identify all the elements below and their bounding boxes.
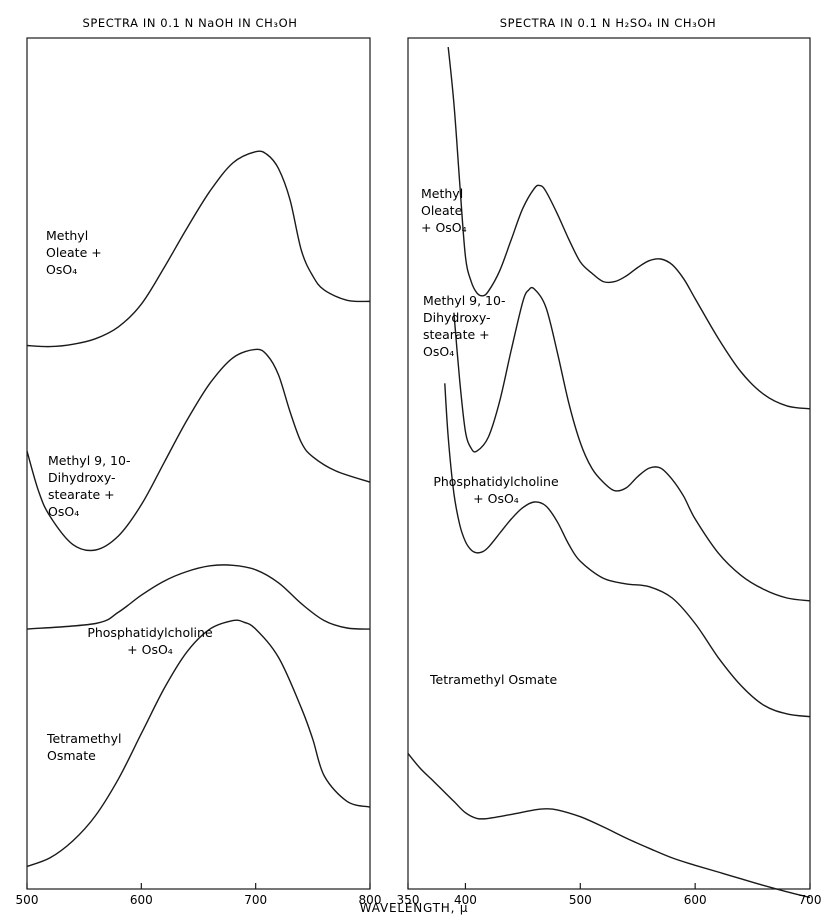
right-panel: SPECTRA IN 0.1 N H₂SO₄ IN CH₃OH Methyl Ol… [397, 16, 822, 907]
right-panel-frame [407, 37, 811, 890]
right-x-tick-label: 500 [569, 893, 592, 907]
curve-label-line: + OsO₄ [127, 642, 173, 657]
curve-label-line: Oleate [421, 203, 463, 218]
left-panel: SPECTRA IN 0.1 N NaOH IN CH₃OH Methyl Ole… [16, 16, 382, 907]
curve-label-line: Methyl [46, 228, 88, 243]
curve-label-line: OsO₄ [423, 344, 454, 359]
left-x-tick-label: 500 [16, 893, 39, 907]
left-curves [26, 150, 371, 868]
curve-label-line: OsO₄ [46, 262, 77, 277]
curve-label-line: stearate + [48, 487, 115, 502]
right-curve-3 [444, 383, 811, 718]
right-x-tick-label: 400 [454, 893, 477, 907]
left-panel-frame [26, 37, 371, 890]
right-curve-4 [407, 752, 811, 899]
left-x-tick-label: 700 [244, 893, 267, 907]
curve-label-line: Methyl 9, 10- [48, 453, 130, 468]
left-x-ticks: 500 600 700 800 [16, 883, 382, 907]
right-curves [407, 47, 811, 899]
curve-label-line: + OsO₄ [473, 491, 519, 506]
left-curve-1 [26, 150, 371, 348]
right-curve-labels: Methyl Oleate + OsO₄ Methyl 9, 10- Dihydroxy… [421, 186, 559, 687]
left-curve-1-label: Methyl Oleate + OsO₄ [46, 228, 102, 277]
left-panel-title: SPECTRA IN 0.1 N NaOH IN CH₃OH [82, 16, 297, 30]
right-x-tick-label: 700 [799, 893, 822, 907]
curve-label-line: + OsO₄ [421, 220, 467, 235]
left-curve-4-label: Tetramethyl Osmate [46, 731, 121, 763]
right-x-ticks: 350 400 500 600 700 [397, 883, 822, 907]
curve-label-line: stearate + [423, 327, 490, 342]
right-x-tick-label: 350 [397, 893, 420, 907]
right-curve-2-label: Methyl 9, 10- Dihydroxy-stearate + OsO₄ [423, 293, 505, 359]
left-curve-labels: Methyl Oleate + OsO₄ Methyl 9, 10- Dihydroxy… [46, 228, 213, 763]
curve-label-line: Phosphatidylcholine [433, 474, 559, 489]
left-curve-3-label: Phosphatidylcholine + OsO₄ [87, 625, 213, 657]
left-curve-3 [26, 564, 371, 630]
right-x-tick-label: 600 [684, 893, 707, 907]
right-curve-1-label: Methyl Oleate + OsO₄ [421, 186, 467, 235]
left-curve-2-label: Methyl 9, 10- Dihydroxy-stearate + OsO₄ [48, 453, 130, 519]
curve-label-line: Dihydroxy- [48, 470, 116, 485]
curve-label-line: Dihydroxy- [423, 310, 491, 325]
curve-label-line: Tetramethyl [46, 731, 121, 746]
x-axis-label: WAVELENGTH, μ [360, 901, 469, 915]
left-x-tick-label: 600 [130, 893, 153, 907]
right-curve-3-label: Phosphatidylcholine + OsO₄ [433, 474, 559, 506]
curve-label-line: Methyl [421, 186, 463, 201]
curve-label-line: Osmate [47, 748, 96, 763]
right-curve-1 [447, 47, 811, 410]
right-panel-title: SPECTRA IN 0.1 N H₂SO₄ IN CH₃OH [500, 16, 717, 30]
curve-label-line: OsO₄ [48, 504, 79, 519]
left-curve-4 [26, 619, 371, 868]
curve-label-line: Tetramethyl Osmate [429, 672, 558, 687]
curve-label-line: Methyl 9, 10- [423, 293, 505, 308]
curve-label-line: Phosphatidylcholine [87, 625, 213, 640]
curve-label-line: Oleate + [46, 245, 102, 260]
right-curve-4-label: Tetramethyl Osmate [429, 672, 558, 687]
left-x-tick-label: 800 [359, 893, 382, 907]
right-curve-2 [453, 286, 811, 602]
left-curve-2 [26, 348, 371, 552]
